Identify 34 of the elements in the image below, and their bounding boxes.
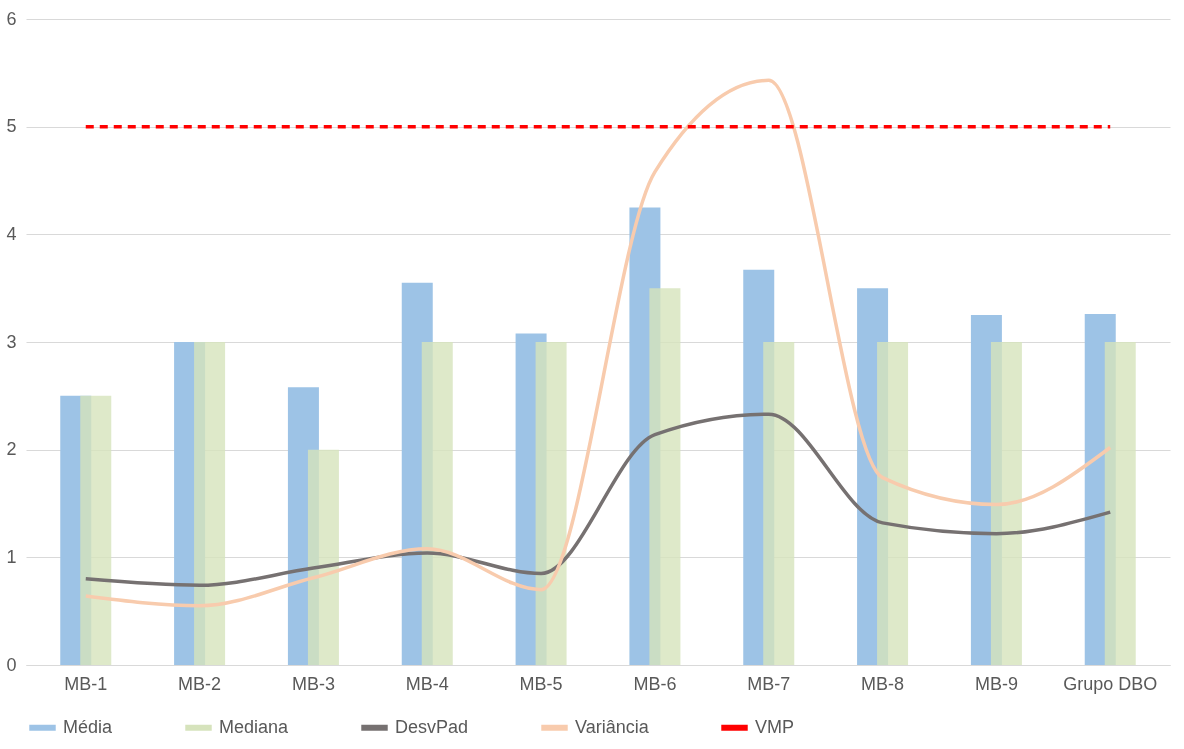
legend-label: Média [63,716,114,737]
legend-label: VMP [755,716,795,737]
y-tick-label: 4 [6,223,17,244]
bar [649,288,681,665]
bar [535,342,567,665]
x-tick-label: MB-8 [861,673,905,694]
y-tick-label: 5 [6,116,17,137]
bar [877,342,909,665]
bar [194,342,226,665]
y-tick-label: 2 [6,439,17,460]
x-tick-label: MB-2 [178,673,222,694]
x-tick-label: Grupo DBO [1063,673,1158,694]
x-tick-label: MB-1 [64,673,108,694]
x-tick-label: MB-5 [519,673,563,694]
x-tick-label: MB-4 [405,673,449,694]
bar [1104,342,1136,665]
x-tick-label: MB-6 [633,673,677,694]
x-tick-label: MB-3 [291,673,335,694]
legend-label: Variância [575,716,650,737]
y-tick-label: 3 [6,331,17,352]
y-tick-label: 6 [6,8,17,29]
legend-label: DesvPad [395,716,469,737]
y-tick-label: 0 [6,654,17,675]
bar [421,342,453,665]
bar [990,342,1022,665]
bar [80,395,112,665]
y-tick-label: 1 [6,546,17,567]
line-series [84,78,1112,608]
bar [307,449,339,665]
legend-label: Mediana [219,716,290,737]
x-tick-label: MB-9 [974,673,1018,694]
bar [763,342,795,665]
x-tick-label: MB-7 [747,673,791,694]
line-series [84,412,1112,588]
